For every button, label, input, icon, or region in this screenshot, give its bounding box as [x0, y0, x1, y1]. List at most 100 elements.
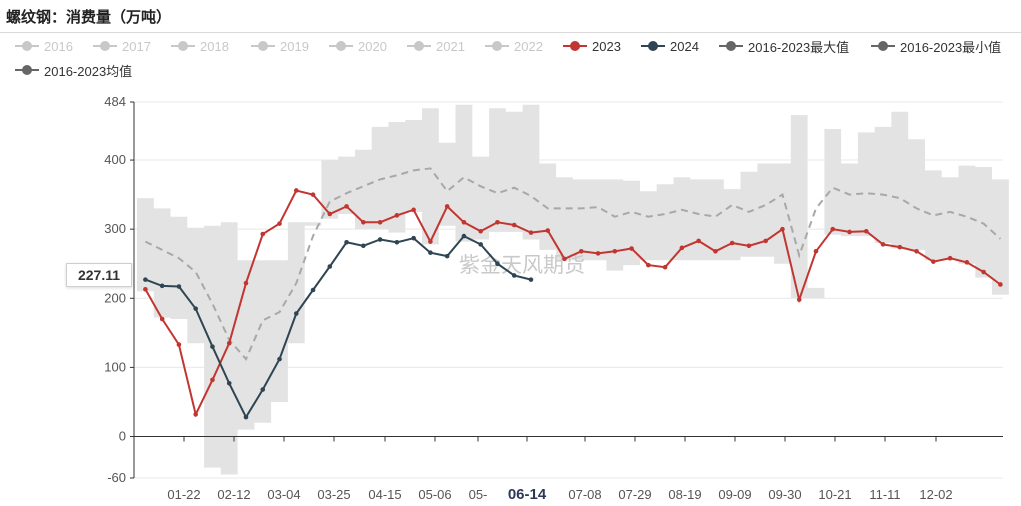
x-tick-label: 06-14 [508, 486, 547, 503]
point-2024 [411, 235, 416, 241]
point-2023 [863, 228, 869, 234]
x-tick-label: 05-06 [418, 487, 451, 502]
point-2023 [947, 255, 953, 261]
legend-marker-icon [485, 41, 509, 51]
point-2023 [763, 238, 768, 244]
legend-label: 2016-2023最小值 [900, 39, 1002, 55]
point-2023 [210, 377, 215, 383]
point-2024 [193, 306, 198, 311]
x-tick-label: 12-02 [919, 487, 952, 502]
chart-title: 螺纹钢：消费量（万吨） [6, 9, 172, 26]
x-tick-label: 11-11 [869, 487, 900, 502]
point-2023 [361, 219, 366, 225]
point-2023 [159, 316, 165, 322]
point-2023 [260, 231, 266, 237]
point-2023 [226, 340, 232, 346]
legend-marker-icon [407, 41, 431, 51]
point-2023 [545, 228, 551, 233]
legend-marker-icon [719, 41, 743, 51]
legend-item-2[interactable]: 2018 [170, 37, 229, 55]
x-tick-label: 09-09 [718, 487, 751, 502]
point-2023 [880, 242, 886, 247]
legend-marker-icon [871, 41, 895, 51]
point-2023 [897, 244, 903, 250]
y-tick-label: 0 [119, 429, 126, 444]
x-tick-label: 02-12 [217, 487, 250, 502]
legend-item-11[interactable]: 2016-2023均值 [14, 61, 132, 79]
y-tick-label: 300 [104, 221, 126, 236]
title-divider [0, 32, 1021, 33]
legend-item-9[interactable]: 2016-2023最大值 [718, 37, 849, 55]
point-2023 [612, 248, 618, 254]
point-2024 [461, 233, 467, 239]
point-2023 [981, 269, 986, 275]
point-2023 [796, 297, 802, 302]
y-tick-label: -60 [107, 470, 126, 485]
point-2023 [428, 239, 433, 244]
point-2024 [511, 273, 517, 278]
x-tick-label: 01-22 [167, 487, 200, 502]
point-2024 [528, 277, 534, 282]
legend-marker-icon [93, 41, 117, 51]
legend-label: 2022 [514, 38, 543, 54]
point-2024 [277, 356, 282, 362]
point-2024 [310, 287, 316, 293]
point-2024 [428, 250, 433, 255]
x-tick-label: 10-21 [818, 487, 851, 502]
legend-marker-icon [251, 41, 275, 51]
point-2023 [327, 211, 333, 217]
legend-item-0[interactable]: 2016 [14, 37, 73, 55]
point-2023 [746, 243, 752, 249]
point-2024 [260, 387, 266, 392]
point-2023 [344, 204, 349, 209]
legend-marker-icon [171, 41, 195, 51]
point-2023 [277, 221, 282, 226]
point-2024 [478, 242, 483, 247]
point-2023 [662, 264, 668, 270]
point-2023 [914, 248, 919, 254]
legend-item-1[interactable]: 2017 [92, 37, 151, 55]
range-band-max-min [137, 104, 1009, 475]
legend-item-3[interactable]: 2019 [250, 37, 309, 55]
x-tick-label: 09-30 [768, 487, 801, 502]
legend-label: 2019 [280, 38, 309, 54]
legend-label: 2024 [670, 38, 699, 54]
series-line-2024 [145, 234, 532, 420]
point-2023 [293, 188, 299, 193]
legend-item-10[interactable]: 2016-2023最小值 [870, 37, 1001, 55]
point-2023 [394, 213, 400, 218]
legend-item-6[interactable]: 2022 [484, 37, 543, 55]
x-tick-label: 08-19 [668, 487, 701, 502]
legend-item-5[interactable]: 2021 [406, 37, 465, 55]
point-2023 [629, 246, 634, 251]
legend-item-4[interactable]: 2020 [328, 37, 387, 55]
point-2023 [562, 256, 567, 262]
y-tick-label: 200 [104, 290, 126, 305]
x-tick-label: 07-29 [618, 487, 651, 502]
watermark: 紫金天风期货 [459, 254, 585, 277]
point-2024 [293, 311, 299, 316]
point-2023 [377, 219, 383, 225]
x-tick-label: 07-08 [568, 487, 601, 502]
x-tick-label: 03-25 [317, 487, 350, 502]
point-2023 [310, 192, 316, 197]
point-2024 [226, 381, 232, 386]
point-2023 [461, 219, 467, 225]
point-2023 [478, 228, 483, 234]
legend-marker-icon [15, 41, 39, 51]
legend-label: 2023 [592, 38, 621, 54]
point-2024 [176, 284, 182, 289]
point-2024 [495, 261, 500, 267]
legend-marker-icon [641, 41, 665, 51]
y-tick-label: 100 [104, 359, 126, 374]
point-2023 [243, 280, 249, 286]
legend-item-8[interactable]: 2024 [640, 37, 699, 55]
point-2024 [444, 253, 450, 259]
point-2023 [595, 251, 601, 256]
point-2024 [159, 283, 165, 289]
point-2023 [847, 229, 852, 235]
legend-label: 2018 [200, 38, 229, 54]
legend-label: 2016-2023最大值 [748, 39, 850, 55]
legend-item-7[interactable]: 2023 [562, 37, 621, 55]
